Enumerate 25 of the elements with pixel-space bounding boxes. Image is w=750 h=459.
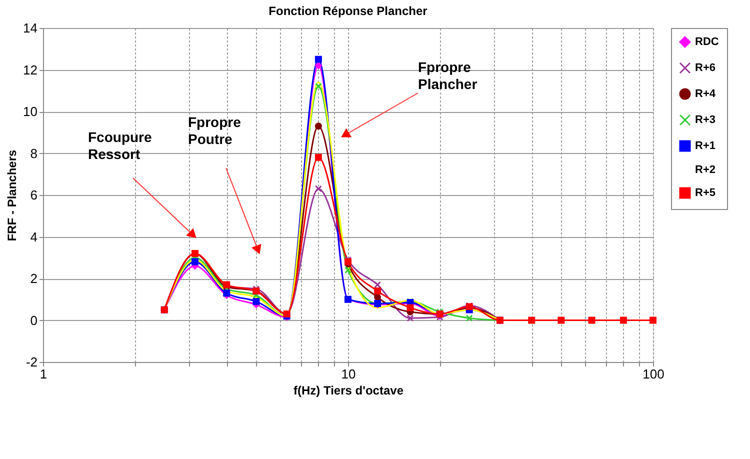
y-tick-label: 10 [23,104,38,119]
legend-label: R+6 [695,62,716,74]
y-tick-label: 6 [30,188,38,202]
y-tick-label: -2 [26,354,38,370]
legend-label: R+1 [695,140,716,152]
y-tick-label: 2 [30,271,38,286]
x-axis-title: f(Hz) Tiers d'octave [294,384,404,398]
x-tick-label: 10 [341,366,356,382]
y-tick-label: 14 [23,20,38,36]
annotation: Fcoupure Ressort [88,129,152,162]
y-tick-label: 12 [23,62,38,78]
y-tick-label: 4 [30,229,38,244]
legend-label: R+5 [695,187,716,199]
legend-label: RDC [695,36,719,48]
y-axis-title: FRF - Planchers [5,150,20,242]
annotation: Fpropre Plancher [418,59,478,92]
y-tick-label: 8 [30,146,38,161]
annotation: Fpropre Poutre [188,114,242,147]
legend-label: R+2 [695,164,716,176]
x-tick-label: 1 [40,366,48,382]
legend-label: R+3 [695,114,716,126]
x-tick-label: 100 [642,366,664,382]
y-tick-label: 0 [30,312,38,328]
legend-label: R+4 [695,88,716,100]
chart-title: Fonction Réponse Plancher [268,4,428,18]
